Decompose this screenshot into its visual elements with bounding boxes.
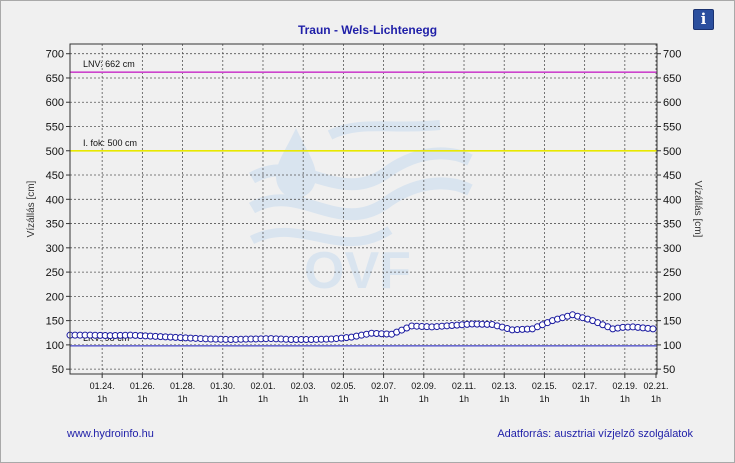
x-tick-label: 01.26. xyxy=(130,381,155,391)
x-tick-sublabel: 1h xyxy=(137,394,147,404)
y-tick-label: 400 xyxy=(46,194,64,206)
y-tick-label: 600 xyxy=(46,97,64,109)
x-tick-label: 01.30. xyxy=(210,381,235,391)
y-tick-label: 550 xyxy=(663,122,681,134)
x-tick-label: 02.17. xyxy=(572,381,597,391)
y-tick-label: 50 xyxy=(52,364,64,376)
y-tick-label: 200 xyxy=(663,291,681,303)
x-tick-sublabel: 1h xyxy=(499,394,509,404)
reference-line-label: I. fok: 500 cm xyxy=(83,138,137,148)
grid xyxy=(70,44,657,374)
x-tick-label: 02.11. xyxy=(452,381,476,391)
y-axis-title-left: Vízállás [cm] xyxy=(26,180,37,237)
x-tick-sublabel: 1h xyxy=(178,394,188,404)
x-tick-label: 02.09. xyxy=(411,381,436,391)
y-tick-label: 500 xyxy=(663,146,681,158)
y-tick-label: 500 xyxy=(46,146,64,158)
y-axis-right: 50 100 150 200 250 300 350 400 450 500 550 600 650 70… xyxy=(657,49,681,376)
ovf-watermark: OVF xyxy=(248,120,473,300)
x-tick-sublabel: 1h xyxy=(298,394,308,404)
x-tick-sublabel: 1h xyxy=(539,394,549,404)
series-water-level xyxy=(66,311,657,344)
footer-source: Adatforrás: ausztriai vízjelző szolgálat… xyxy=(497,428,693,440)
x-tick-label: 02.21. xyxy=(643,381,668,391)
x-axis: 01.24. 1h 01.26. 1h 01.28. 1h 01.30. 1h 02.01. 1h… xyxy=(90,374,669,404)
y-tick-label: 700 xyxy=(46,49,64,61)
y-tick-label: 450 xyxy=(46,170,64,182)
y-tick-label: 700 xyxy=(663,49,681,61)
y-tick-label: 50 xyxy=(663,364,675,376)
y-tick-label: 300 xyxy=(663,243,681,255)
y-tick-label: 300 xyxy=(46,243,64,255)
x-tick-sublabel: 1h xyxy=(651,394,661,404)
chart-title: Traun - Wels-Lichtenegg xyxy=(297,23,438,37)
y-tick-label: 100 xyxy=(663,340,681,352)
x-tick-label: 02.03. xyxy=(291,381,316,391)
y-tick-label: 550 xyxy=(46,122,64,134)
y-tick-label: 600 xyxy=(663,97,681,109)
y-tick-label: 400 xyxy=(663,194,681,206)
x-tick-sublabel: 1h xyxy=(459,394,469,404)
x-tick-label: 02.19. xyxy=(612,381,637,391)
x-tick-sublabel: 1h xyxy=(379,394,389,404)
x-tick-sublabel: 1h xyxy=(620,394,630,404)
y-axis-title-right: Vízállás [cm] xyxy=(692,181,703,238)
svg-text:OVF: OVF xyxy=(304,242,411,300)
data-point xyxy=(649,325,657,333)
y-tick-label: 650 xyxy=(663,73,681,85)
x-tick-sublabel: 1h xyxy=(580,394,590,404)
y-tick-label: 350 xyxy=(663,219,681,231)
y-tick-label: 250 xyxy=(46,267,64,279)
y-tick-label: 350 xyxy=(46,219,64,231)
x-tick-sublabel: 1h xyxy=(218,394,228,404)
x-tick-label: 02.13. xyxy=(492,381,517,391)
x-tick-label: 02.05. xyxy=(331,381,356,391)
footer-link[interactable]: www.hydroinfo.hu xyxy=(67,428,154,440)
x-tick-sublabel: 1h xyxy=(419,394,429,404)
x-tick-label: 01.24. xyxy=(90,381,115,391)
y-tick-label: 200 xyxy=(46,291,64,303)
y-tick-label: 650 xyxy=(46,73,64,85)
x-tick-sublabel: 1h xyxy=(258,394,268,404)
plot-border xyxy=(69,43,658,375)
reference-line-label: LNV: 662 cm xyxy=(83,59,135,69)
x-tick-label: 02.01. xyxy=(250,381,275,391)
y-tick-label: 150 xyxy=(46,316,64,328)
info-icon[interactable]: i xyxy=(693,9,714,30)
y-tick-label: 100 xyxy=(46,340,64,352)
x-tick-sublabel: 1h xyxy=(338,394,348,404)
x-tick-label: 02.15. xyxy=(532,381,557,391)
x-tick-sublabel: 1h xyxy=(97,394,107,404)
x-tick-label: 01.28. xyxy=(170,381,195,391)
y-tick-label: 250 xyxy=(663,267,681,279)
y-tick-label: 450 xyxy=(663,170,681,182)
y-tick-label: 150 xyxy=(663,316,681,328)
x-tick-label: 02.07. xyxy=(371,381,396,391)
y-axis-left: 50 100 150 200 250 300 350 400 450 500 550 600 650 70… xyxy=(46,49,70,376)
